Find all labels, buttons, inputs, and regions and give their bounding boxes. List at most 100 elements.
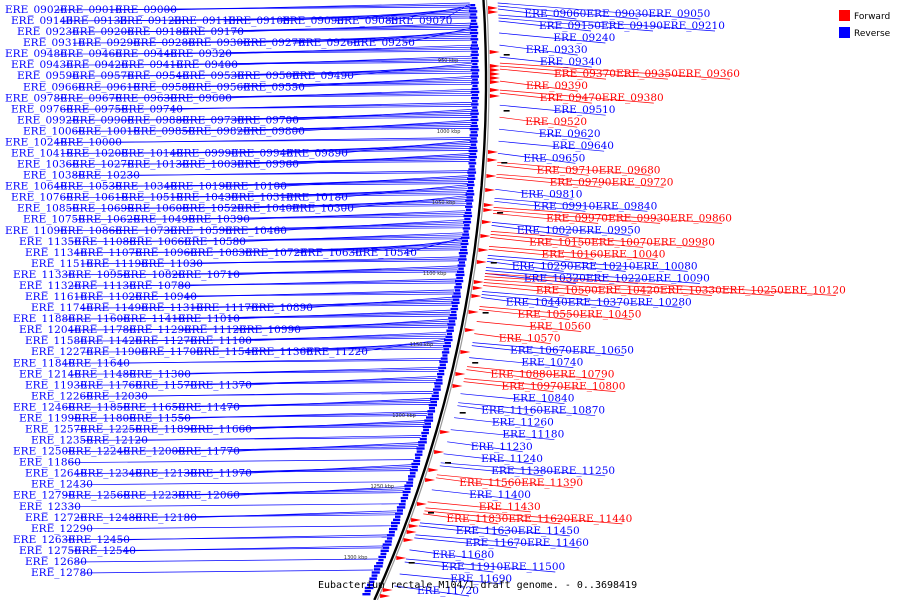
gene-connector — [414, 537, 518, 549]
feature-mark — [482, 312, 489, 314]
gene-connector — [74, 249, 461, 254]
gene-label-reverse: ERE_11240 — [481, 453, 543, 465]
gene-label-reverse: ERE_11670 — [465, 537, 527, 549]
gene-label-reverse: ERE_11480 — [74, 368, 136, 380]
gene-label-reverse: ERE_10000 — [60, 137, 122, 149]
gene-label-reverse: ERE_11030 — [141, 258, 203, 270]
reverse-gene-glyph — [413, 459, 421, 463]
gene-label-reverse: ERE_10890 — [251, 302, 313, 314]
gene-label-reverse: ERE_10430 — [176, 192, 238, 204]
gene-label-reverse: ERE_09310 — [23, 37, 85, 49]
gene-label-forward: ERE_09970 — [546, 212, 608, 224]
gene-label-reverse: ERE_09230 — [17, 26, 79, 38]
reverse-gene-glyph — [374, 565, 383, 568]
gene-label-reverse: ERE_10400 — [237, 203, 299, 215]
gene-label-reverse: ERE_09620 — [539, 128, 601, 140]
gene-label-reverse: ERE_11310 — [141, 302, 203, 314]
gene-connector — [490, 234, 644, 248]
reverse-gene-glyph — [386, 537, 393, 540]
reverse-gene-glyph — [471, 93, 479, 97]
gene-connector — [476, 321, 582, 332]
gene-connector — [62, 404, 430, 408]
gene-label-reverse: ERE_09240 — [553, 32, 615, 44]
gene-label-reverse: ERE_10640 — [5, 181, 67, 193]
gene-connector — [68, 326, 448, 331]
forward-gene-glyph — [396, 556, 407, 560]
gene-connector — [109, 137, 471, 143]
gene-label-forward: ERE_11560 — [459, 477, 521, 489]
reverse-gene-glyph — [452, 298, 460, 301]
gene-label-reverse: ERE_11070 — [80, 247, 142, 259]
gene-label-reverse: ERE_10390 — [188, 214, 250, 226]
gene-label-reverse: ERE_09950 — [579, 224, 641, 236]
gene-connector — [68, 503, 400, 508]
gene-label-reverse: ERE_09900 — [72, 114, 134, 126]
reverse-gene-glyph — [443, 348, 450, 351]
gene-connector — [355, 338, 446, 353]
gene-label-reverse: ERE_09760 — [11, 103, 73, 115]
reverse-gene-glyph — [421, 434, 427, 438]
gene-connector — [274, 219, 465, 232]
gene-label-reverse: ERE_09940 — [231, 148, 293, 160]
gene-connector — [404, 561, 494, 573]
gene-label-forward: ERE_10500 — [536, 285, 598, 297]
gene-connector — [492, 213, 599, 224]
gene-connector — [117, 357, 442, 364]
gene-label-reverse: ERE_10100 — [225, 181, 287, 193]
gene-connector — [498, 14, 716, 32]
scale-tick-label: 1050 kbp — [432, 200, 456, 206]
gene-label-reverse: ERE_09990 — [176, 148, 238, 160]
gene-label-reverse: ERE_10210 — [574, 260, 636, 272]
gene-label-reverse: ERE_11580 — [25, 335, 87, 347]
gene-label-reverse: ERE_09190 — [601, 20, 663, 32]
gene-label-reverse: ERE_09610 — [78, 81, 140, 93]
gene-label-reverse: ERE_10230 — [78, 170, 140, 182]
reverse-gene-glyph — [424, 422, 431, 425]
gene-connector — [482, 291, 682, 308]
reverse-gene-glyph — [470, 143, 477, 146]
gene-connector — [117, 534, 388, 541]
gene-label-reverse: ERE_09210 — [663, 20, 725, 32]
gene-label-reverse: ERE_09060 — [524, 8, 586, 20]
reverse-gene-glyph — [463, 221, 472, 224]
reverse-gene-glyph — [463, 224, 470, 227]
gene-label-reverse: ERE_10860 — [60, 225, 122, 237]
gene-connector — [495, 188, 573, 200]
gene-connector — [341, 195, 467, 210]
gene-connector — [231, 111, 472, 121]
gene-label-reverse: ERE_09500 — [237, 70, 299, 82]
gene-connector — [68, 282, 456, 287]
gene-label-reverse: ERE_11010 — [178, 313, 240, 325]
gene-connector — [219, 221, 465, 232]
gene-connector — [427, 501, 531, 513]
forward-gene-glyph — [488, 6, 498, 10]
reverse-gene-glyph — [458, 261, 465, 264]
reverse-gene-glyph — [457, 270, 465, 273]
gene-label-reverse: ERE_10830 — [190, 247, 252, 259]
gene-label-reverse: ERE_11130 — [74, 280, 136, 292]
gene-connector — [443, 453, 534, 465]
gene-connector — [237, 33, 472, 44]
gene-label-reverse: ERE_10990 — [239, 324, 301, 336]
gene-label-reverse: ERE_11270 — [135, 335, 197, 347]
reverse-gene-glyph — [400, 496, 408, 500]
gene-connector — [498, 20, 592, 32]
gene-label-reverse: ERE_09880 — [127, 114, 189, 126]
reverse-gene-glyph — [380, 549, 389, 552]
gene-label-reverse: ERE_11610 — [25, 291, 87, 303]
gene-connector — [499, 92, 592, 104]
reverse-gene-glyph — [460, 242, 469, 246]
reverse-gene-glyph — [470, 118, 479, 122]
gene-connector — [184, 289, 455, 298]
gene-label-reverse: ERE_09200 — [72, 26, 134, 38]
gene-connector — [497, 152, 576, 164]
gene-label-reverse: ERE_09910 — [533, 200, 595, 212]
gene-label-forward: ERE_10970 — [502, 381, 564, 393]
gene-connector — [170, 102, 472, 110]
gene-connector — [80, 260, 460, 265]
gene-label-forward: ERE_10330 — [660, 285, 722, 297]
reverse-gene-glyph — [471, 109, 479, 112]
gene-label-reverse: ERE_10600 — [127, 203, 189, 215]
gene-label-forward: ERE_09520 — [525, 116, 587, 128]
reverse-gene-glyph — [443, 345, 451, 348]
